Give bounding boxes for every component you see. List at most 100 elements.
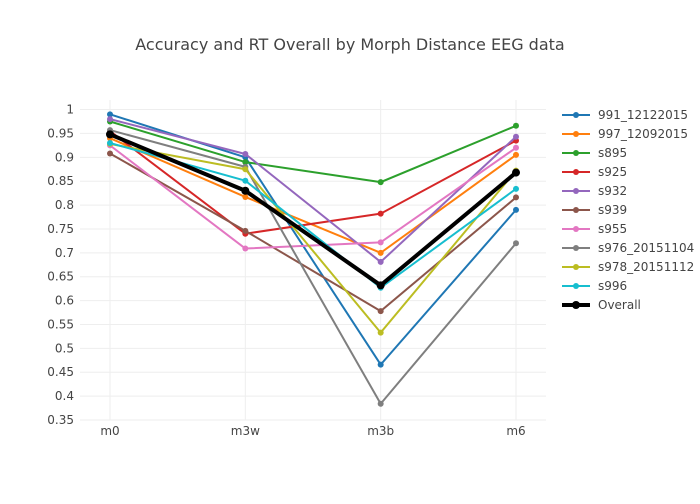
data-point[interactable] xyxy=(377,239,384,246)
y-tick-label: 0.45 xyxy=(47,365,74,379)
legend-swatch-marker xyxy=(572,301,580,309)
data-point[interactable] xyxy=(107,111,113,118)
data-point[interactable] xyxy=(242,159,249,166)
data-point[interactable] xyxy=(513,133,519,140)
data-point[interactable] xyxy=(241,186,250,195)
data-point[interactable] xyxy=(513,122,519,129)
data-point[interactable] xyxy=(377,361,384,368)
legend-item[interactable]: Overall xyxy=(562,298,641,312)
legend-label: s895 xyxy=(598,146,627,160)
legend-swatch-marker xyxy=(573,131,579,137)
data-point[interactable] xyxy=(376,281,385,290)
y-tick-label: 0.5 xyxy=(55,341,74,355)
series-997_12092015[interactable] xyxy=(107,135,519,256)
data-point[interactable] xyxy=(512,168,520,177)
legend-item[interactable]: s932 xyxy=(562,184,627,198)
y-tick-label: 0.8 xyxy=(55,198,74,212)
legend-item[interactable]: 991_12122015 xyxy=(562,108,688,122)
data-point[interactable] xyxy=(242,245,249,252)
series-Overall[interactable] xyxy=(106,130,520,290)
y-tick-label: 0.85 xyxy=(47,174,74,188)
data-point[interactable] xyxy=(242,177,249,184)
legend-swatch-marker xyxy=(573,207,579,213)
data-point[interactable] xyxy=(242,150,249,157)
series-line[interactable] xyxy=(109,152,517,313)
data-point[interactable] xyxy=(107,150,113,157)
series-line[interactable] xyxy=(109,142,517,334)
data-point[interactable] xyxy=(513,151,519,158)
y-tick-label: 0.55 xyxy=(47,317,74,331)
series-s932[interactable] xyxy=(107,116,519,265)
data-point[interactable] xyxy=(107,116,113,123)
series-line[interactable] xyxy=(109,132,518,288)
y-tick-label: 0.65 xyxy=(47,270,74,284)
legend-swatch-marker xyxy=(573,264,579,270)
data-point[interactable] xyxy=(513,194,519,201)
legend-swatch-marker xyxy=(573,150,579,156)
y-tick-label: 0.4 xyxy=(55,389,74,403)
series-s939[interactable] xyxy=(107,150,519,315)
y-tick-label: 0.35 xyxy=(47,413,74,427)
data-point[interactable] xyxy=(513,240,519,247)
series-s976_20151104[interactable] xyxy=(107,127,519,407)
x-tick-label: m6 xyxy=(506,424,525,438)
legend-label: 991_12122015 xyxy=(598,108,688,122)
legend-swatch-marker xyxy=(573,188,579,194)
data-point[interactable] xyxy=(377,249,384,256)
data-point[interactable] xyxy=(242,193,249,200)
legend-item[interactable]: s996 xyxy=(562,279,627,293)
series-line[interactable] xyxy=(109,137,517,254)
series-line[interactable] xyxy=(109,118,517,263)
legend-label: s978_20151112 xyxy=(598,260,694,274)
chart-title: Accuracy and RT Overall by Morph Distanc… xyxy=(135,35,564,54)
y-tick-label: 1 xyxy=(66,103,74,117)
legend-swatch-marker xyxy=(573,283,579,289)
legend-swatch-marker xyxy=(573,226,579,232)
y-tick-label: 0.95 xyxy=(47,126,74,140)
legend-swatch-marker xyxy=(573,169,579,175)
data-point[interactable] xyxy=(377,329,384,336)
legend-label: s976_20151104 xyxy=(598,241,694,255)
y-tick-label: 0.9 xyxy=(55,150,74,164)
data-point[interactable] xyxy=(377,400,384,407)
data-point[interactable] xyxy=(513,185,519,192)
x-tick-label: m0 xyxy=(100,424,119,438)
legend-label: Overall xyxy=(598,298,641,312)
legend-label: s932 xyxy=(598,184,627,198)
legend-label: s939 xyxy=(598,203,627,217)
y-tick-label: 0.7 xyxy=(55,246,74,260)
legend-item[interactable]: 997_12092015 xyxy=(562,127,688,141)
series-line[interactable] xyxy=(109,130,517,235)
data-point[interactable] xyxy=(377,258,384,265)
legend-item[interactable]: s976_20151104 xyxy=(562,241,694,255)
series-line[interactable] xyxy=(109,144,517,250)
legend-item[interactable]: s978_20151112 xyxy=(562,260,694,274)
x-tick-label: m3w xyxy=(231,424,260,438)
data-point[interactable] xyxy=(513,206,519,213)
series-line[interactable] xyxy=(109,129,517,405)
legend-label: 997_12092015 xyxy=(598,127,688,141)
series-s996[interactable] xyxy=(107,139,519,291)
legend-item[interactable]: s895 xyxy=(562,146,627,160)
data-point[interactable] xyxy=(107,139,113,146)
data-point[interactable] xyxy=(106,130,114,139)
legend-item[interactable]: s939 xyxy=(562,203,627,217)
series-layer xyxy=(106,111,520,407)
legend-item[interactable]: s925 xyxy=(562,165,627,179)
y-tick-label: 0.75 xyxy=(47,222,74,236)
legend-label: s955 xyxy=(598,222,627,236)
data-point[interactable] xyxy=(513,144,519,151)
legend-item[interactable]: s955 xyxy=(562,222,627,236)
data-point[interactable] xyxy=(242,227,249,234)
series-line[interactable] xyxy=(109,120,517,184)
data-point[interactable] xyxy=(377,308,384,315)
x-axis-ticks: m0 m3w m3b m6 xyxy=(100,424,525,438)
data-point[interactable] xyxy=(377,179,384,186)
data-point[interactable] xyxy=(377,210,384,217)
legend-label: s925 xyxy=(598,165,627,179)
legend-swatch-marker xyxy=(573,112,579,118)
y-axis-ticks: 0.35 0.4 0.45 0.5 0.55 0.6 0.65 0.7 0.75 0.8 0.85 0… xyxy=(47,103,74,427)
data-point[interactable] xyxy=(242,166,249,173)
